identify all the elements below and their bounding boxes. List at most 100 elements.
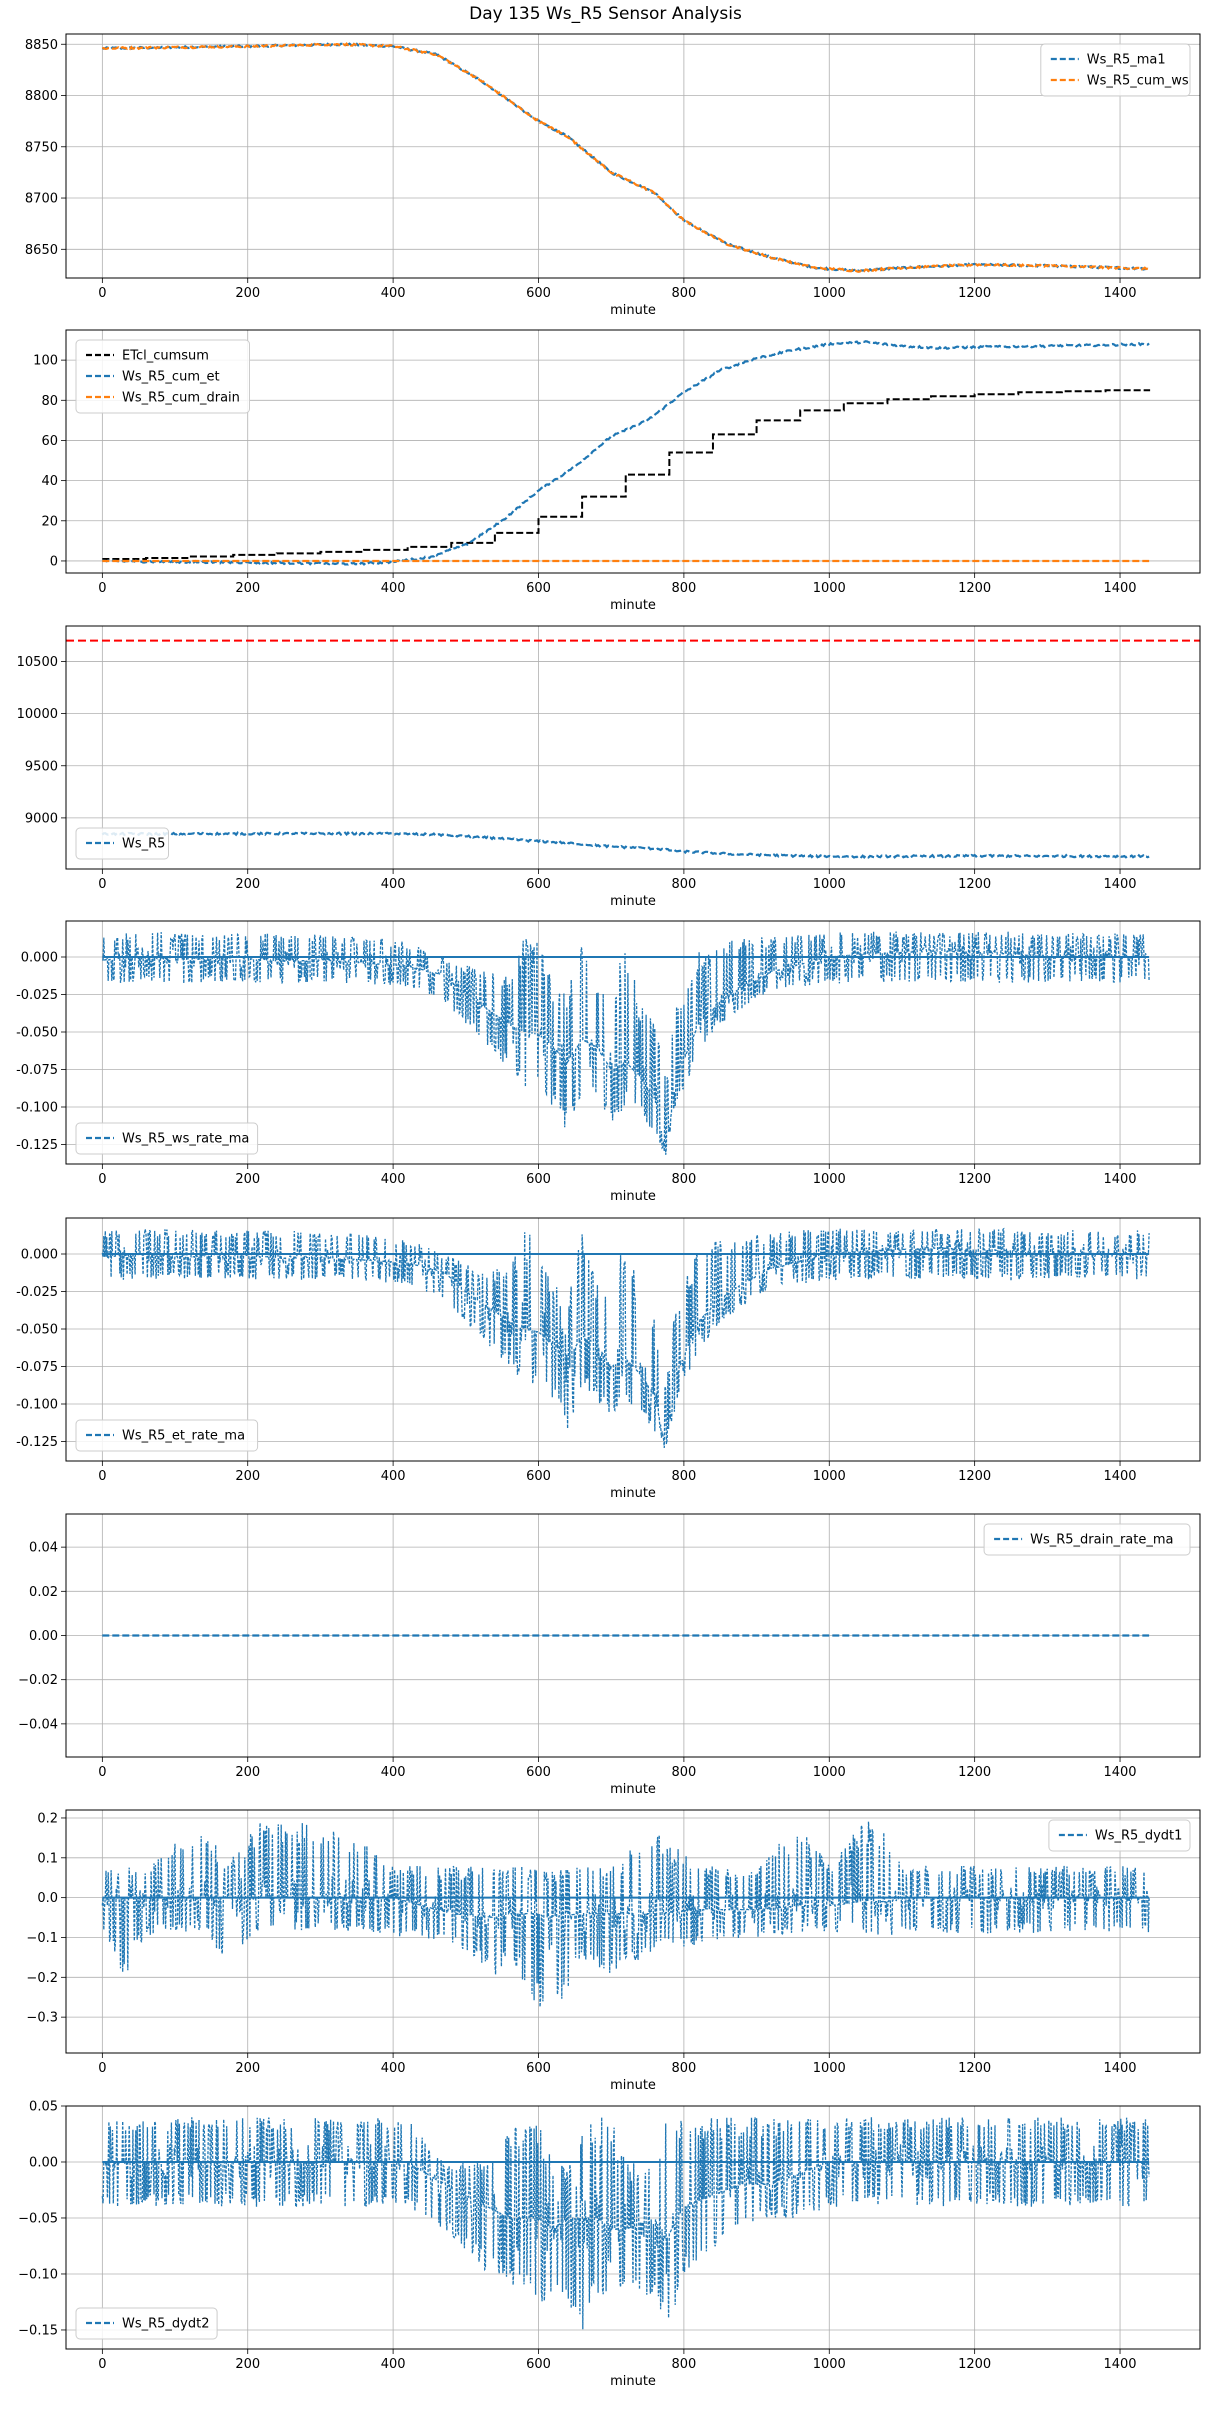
x-tick-label: 1400 — [1103, 2061, 1136, 2076]
x-tick-label: 1400 — [1103, 581, 1136, 596]
y-tick-label: 9000 — [25, 811, 58, 826]
plot-area — [101, 42, 1150, 273]
series-line-ETcl_cumsum — [102, 389, 1151, 560]
y-tick-label: −0.3 — [26, 2011, 58, 2026]
plot-area — [101, 2117, 1150, 2330]
x-tick-label: 1200 — [958, 877, 991, 892]
x-tick-label: 1400 — [1103, 1469, 1136, 1484]
legend-label: Ws_R5_cum_ws — [1087, 74, 1189, 89]
y-tick-label: 0 — [50, 554, 58, 569]
subplot-1: 0 200 400 600 800 1000 1200 1400 8650 8700 8750 880… — [25, 33, 1201, 318]
x-tick-label: 1200 — [958, 286, 991, 301]
axes-frame — [65, 625, 1201, 870]
x-tick-label: 1000 — [813, 286, 846, 301]
x-tick-label: 400 — [381, 286, 406, 301]
axes-frame — [65, 33, 1201, 279]
y-tick-label: 60 — [41, 434, 58, 449]
y-tick-label: -0.075 — [16, 1360, 58, 1375]
y-tick-label: 0.05 — [29, 2100, 58, 2115]
x-tick-label: 1400 — [1103, 877, 1136, 892]
x-tick-label: 200 — [235, 877, 260, 892]
subplot-8: 0 200 400 600 800 1000 1200 1400 0.05 0.00 −0.05 −0… — [18, 2100, 1201, 2389]
x-tick-label: 200 — [235, 1765, 260, 1780]
subplot-6: 0 200 400 600 800 1000 1200 1400 0.04 0.02 0.00 −0.… — [18, 1513, 1201, 1797]
x-tick-label: 1000 — [813, 1765, 846, 1780]
x-tick-label: 800 — [671, 1469, 696, 1484]
axes-frame — [65, 329, 1201, 574]
series-line-Ws_R5_ma1 — [101, 42, 1150, 273]
x-tick-label: 1200 — [958, 2357, 991, 2372]
y-tick-label: −0.2 — [26, 1971, 58, 1986]
x-tick-label: 600 — [526, 1469, 551, 1484]
x-tick-label: 600 — [526, 877, 551, 892]
x-tick-label: 800 — [671, 2357, 696, 2372]
x-tick-label: 400 — [381, 877, 406, 892]
series-line-Ws_R5_ws_rate_ma — [102, 931, 1150, 1155]
legend-label: Ws_R5_drain_rate_ma — [1030, 1533, 1173, 1548]
legend: Ws_R5_dydt1 — [1048, 1819, 1191, 1852]
y-tick-label: -0.050 — [16, 1323, 58, 1338]
legend-box — [983, 1523, 1191, 1556]
plot-area — [102, 340, 1151, 566]
y-tick-label: -0.050 — [16, 1026, 58, 1041]
x-tick-label: 1200 — [958, 2061, 991, 2076]
x-tick-label: 0 — [98, 1765, 106, 1780]
x-tick-label: 1000 — [813, 581, 846, 596]
x-tick-label: 1000 — [813, 877, 846, 892]
y-tick-label: -0.100 — [16, 1101, 58, 1116]
plot-area — [101, 1227, 1150, 1448]
x-axis-label: minute — [610, 303, 656, 318]
x-axis-label: minute — [610, 894, 656, 909]
x-tick-label: 1000 — [813, 2061, 846, 2076]
y-tick-label: 80 — [41, 394, 58, 409]
x-tick-label: 1200 — [958, 1172, 991, 1187]
x-tick-label: 200 — [235, 1469, 260, 1484]
x-tick-label: 600 — [526, 1765, 551, 1780]
x-tick-label: 600 — [526, 2357, 551, 2372]
axes-frame — [65, 1513, 1201, 1758]
x-tick-label: 800 — [671, 2061, 696, 2076]
x-tick-label: 600 — [526, 581, 551, 596]
legend-box — [1040, 43, 1191, 97]
y-tick-label: 10500 — [17, 655, 58, 670]
x-tick-label: 800 — [671, 1172, 696, 1187]
y-tick-label: −0.04 — [18, 1717, 58, 1732]
subplot-2: 0 200 400 600 800 1000 1200 1400 0 20 40 60 80 100 min… — [33, 329, 1201, 613]
y-tick-label: 0.04 — [29, 1541, 58, 1556]
x-tick-label: 400 — [381, 2357, 406, 2372]
y-tick-label: 0.000 — [21, 951, 58, 966]
series-line-Ws_R5_dydt2 — [101, 2117, 1150, 2330]
legend: Ws_R5_ws_rate_ma — [75, 1122, 259, 1155]
subplot-3: 0 200 400 600 800 1000 1200 1400 9000 9500 10000 10… — [17, 625, 1201, 909]
y-tick-label: -0.125 — [16, 1138, 58, 1153]
x-tick-label: 200 — [235, 1172, 260, 1187]
legend: ETcl_cumsum Ws_R5_cum_et Ws_R5_cum_drain — [75, 339, 250, 414]
legend-label: Ws_R5_dydt1 — [1095, 1829, 1183, 1844]
y-tick-label: 0.1 — [37, 1851, 58, 1866]
x-tick-label: 1200 — [958, 1469, 991, 1484]
x-tick-label: 600 — [526, 2061, 551, 2076]
legend-box — [75, 1122, 259, 1155]
x-tick-label: 0 — [98, 286, 106, 301]
y-tick-label: 20 — [41, 514, 58, 529]
x-tick-label: 0 — [98, 2357, 106, 2372]
legend: Ws_R5 — [75, 827, 169, 860]
subplot-5: 0 200 400 600 800 1000 1200 1400 0.000 -0.025 -0.0… — [16, 1217, 1201, 1501]
x-tick-label: 800 — [671, 286, 696, 301]
subplot-7: 0 200 400 600 800 1000 1200 1400 0.2 0.1 0.0 −0.1 −0… — [26, 1809, 1201, 2093]
y-tick-label: 0.000 — [21, 1248, 58, 1263]
x-tick-label: 800 — [671, 581, 696, 596]
legend-label: Ws_R5_ws_rate_ma — [122, 1132, 249, 1147]
x-tick-label: 200 — [235, 2357, 260, 2372]
x-tick-label: 1400 — [1103, 1765, 1136, 1780]
series-line-Ws_R5_et_rate_ma — [101, 1227, 1150, 1448]
series-line-Ws_R5_dydt1 — [101, 1821, 1150, 2007]
axes-frame — [65, 2105, 1201, 2350]
x-tick-label: 0 — [98, 2061, 106, 2076]
legend-box — [75, 2307, 218, 2340]
y-tick-label: 0.02 — [29, 1585, 58, 1600]
legend-label: Ws_R5_ma1 — [1087, 53, 1166, 68]
x-tick-label: 0 — [98, 581, 106, 596]
